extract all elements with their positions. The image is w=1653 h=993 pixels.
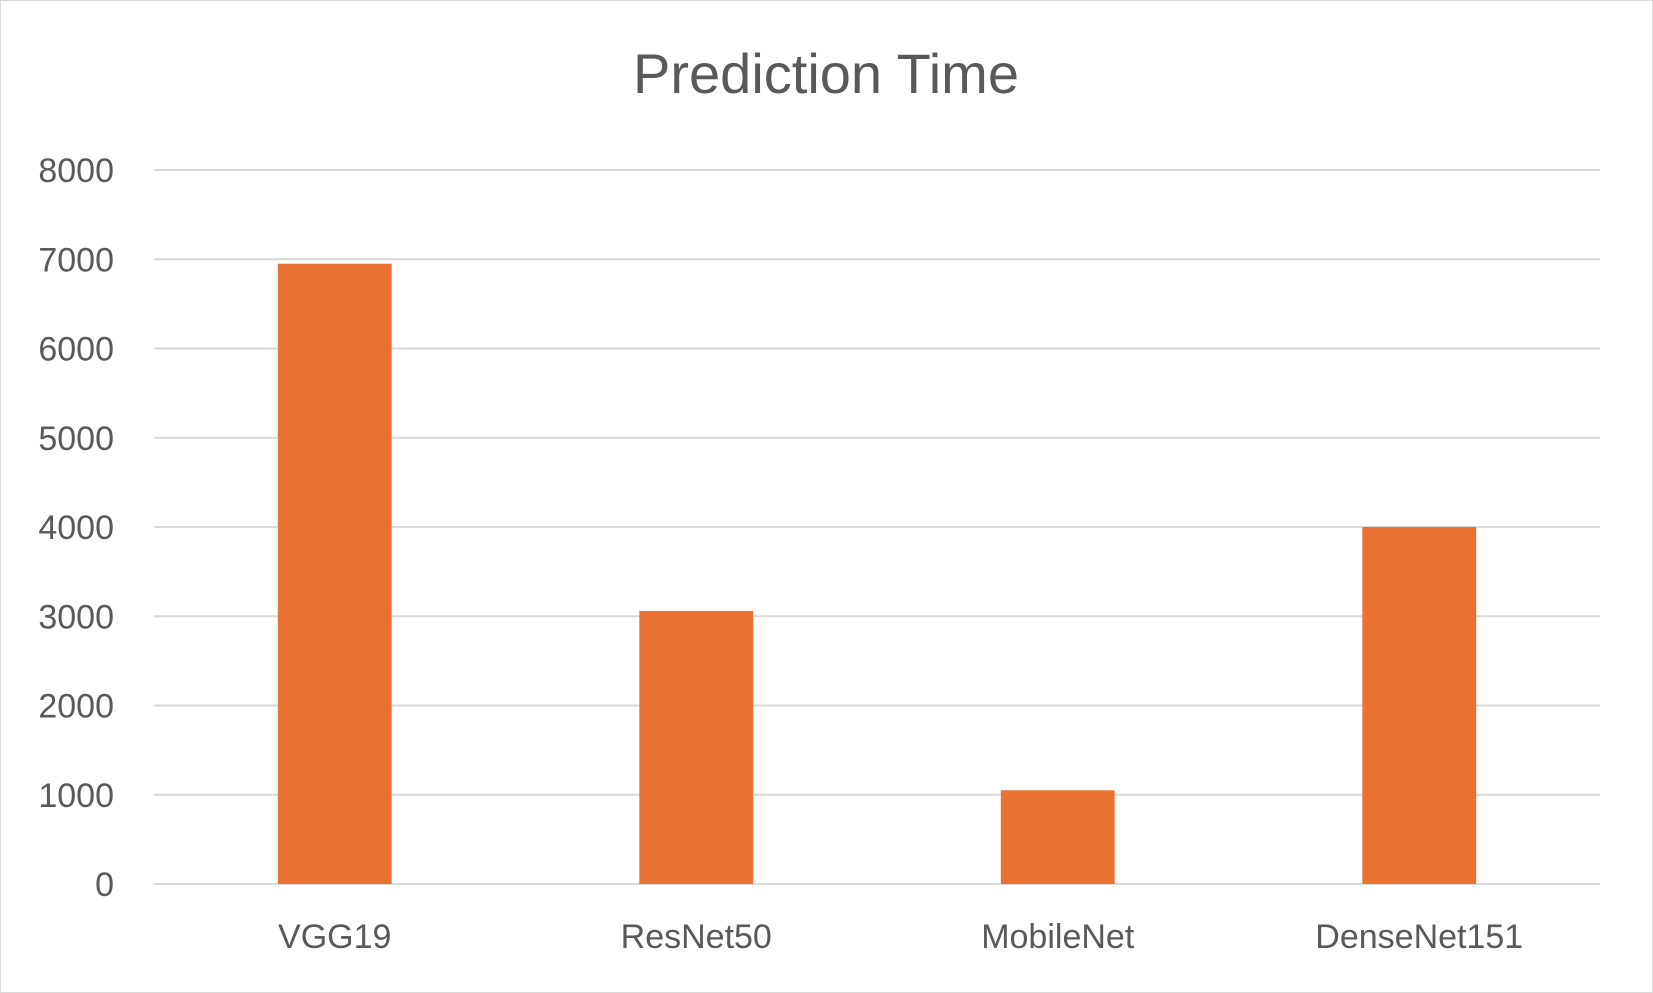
- x-tick-label: ResNet50: [621, 918, 772, 956]
- bars: [277, 263, 1477, 884]
- bar-mobilenet: [1000, 790, 1115, 884]
- chart-title: Prediction Time: [633, 42, 1019, 105]
- y-tick-label: 5000: [38, 420, 114, 458]
- y-tick-label: 3000: [38, 598, 114, 636]
- y-tick-label: 4000: [38, 509, 114, 547]
- x-axis-ticks: VGG19 ResNet50 MobileNet DenseNet151: [278, 918, 1523, 956]
- bar-vgg19: [277, 263, 392, 884]
- y-tick-label: 0: [95, 866, 114, 904]
- bar-densenet151: [1362, 527, 1477, 884]
- y-tick-label: 1000: [38, 777, 114, 815]
- y-tick-label: 8000: [38, 152, 114, 190]
- y-axis-ticks: 0 1000 2000 3000 4000 5000 6000 7000 8000: [38, 152, 114, 904]
- x-tick-label: VGG19: [278, 918, 391, 956]
- y-tick-label: 7000: [38, 241, 114, 279]
- gridlines: [154, 169, 1600, 885]
- y-tick-label: 2000: [38, 688, 114, 726]
- x-tick-label: MobileNet: [981, 918, 1135, 956]
- x-tick-label: DenseNet151: [1315, 918, 1523, 956]
- y-tick-label: 6000: [38, 331, 114, 369]
- bar-resnet50: [639, 610, 754, 884]
